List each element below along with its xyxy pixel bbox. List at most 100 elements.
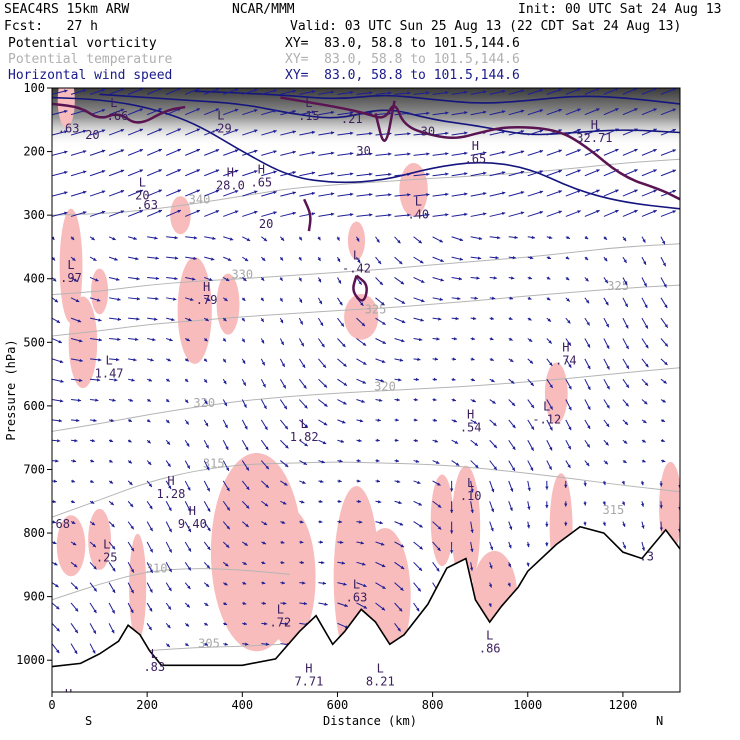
wind-vector-head — [90, 479, 94, 483]
wind-vector-head — [464, 172, 468, 176]
wind-vector-head — [587, 406, 591, 410]
wind-vector-head — [292, 211, 296, 215]
wind-vector-head — [587, 365, 591, 370]
wind-vector-head — [149, 505, 153, 510]
wind-vector-head — [530, 426, 534, 430]
wind-vector-head — [526, 543, 530, 548]
wind-vector-head — [692, 190, 695, 193]
wind-vector-head — [120, 210, 125, 214]
wind-vector-head — [470, 548, 474, 553]
wind-vector-head — [168, 485, 172, 489]
wind-vector-head — [653, 189, 657, 193]
wind-vector-head — [643, 419, 647, 423]
wind-vector-head — [634, 128, 638, 132]
wind-vector-head — [634, 148, 638, 152]
theta-contour — [52, 158, 680, 216]
wind-vector-head — [299, 321, 303, 325]
wind-vector-head — [577, 189, 581, 193]
wind-vector-head — [357, 259, 361, 264]
field-theta-name: Potential temperature — [8, 52, 173, 67]
extremum-value: .3 — [639, 549, 653, 563]
wind-vector-head — [641, 547, 646, 551]
extremum-value: .29 — [210, 122, 232, 136]
pv-shaded-region — [129, 533, 147, 641]
extremum-value: .03 — [58, 700, 80, 714]
extremum-value: 1.28 — [156, 487, 185, 501]
wind-vector-head — [177, 148, 181, 152]
wind-vector-head — [203, 379, 208, 383]
extremum-marker: L — [486, 629, 493, 643]
wind-vector-head — [558, 210, 562, 214]
wind-vector-head — [128, 439, 132, 443]
wind-vector-head — [464, 151, 468, 156]
wind-vector-head — [205, 422, 209, 427]
wind-vector-head — [322, 364, 326, 368]
wind-vector-head — [357, 479, 361, 483]
wind-vector-head — [653, 108, 657, 112]
wind-vector-head — [131, 378, 135, 382]
wind-vector-head — [260, 297, 264, 302]
wind-vector-head — [71, 499, 75, 504]
wind-vector-head — [501, 89, 506, 94]
wind-vector-head — [350, 131, 354, 135]
wind-vector-head — [262, 541, 267, 545]
wind-vector-head — [311, 110, 316, 114]
wind-vector-head — [509, 296, 514, 300]
y-tick-label: 700 — [23, 462, 45, 476]
wind-vector-head — [400, 565, 405, 570]
wind-vector-head — [604, 460, 608, 465]
wind-vector-head — [539, 149, 544, 154]
wind-vector-head — [369, 192, 373, 197]
wind-vector-head — [395, 438, 399, 442]
wind-vector-head — [437, 526, 442, 530]
wind-vector-head — [684, 322, 687, 325]
wind-vector-head — [606, 366, 610, 370]
potential-vorticity-contour — [280, 96, 680, 201]
wind-vector-head — [281, 363, 285, 367]
wind-vector-head — [622, 237, 627, 242]
wind-vector-head — [512, 446, 516, 450]
wind-vector-head — [558, 108, 562, 112]
wind-vector-head — [407, 132, 411, 136]
wind-vector-head — [457, 296, 461, 301]
wind-vector-head — [644, 382, 649, 386]
wind-vector-head — [587, 386, 591, 390]
wind-vector-head — [111, 610, 115, 614]
wind-vector-head — [241, 297, 246, 301]
wind-vector-head — [226, 507, 230, 511]
wind-vector-head — [493, 276, 497, 280]
extremum-value: -.42 — [342, 261, 371, 275]
wind-vector-head — [376, 438, 380, 443]
wind-vector-head — [530, 404, 535, 409]
extremum-marker: H — [467, 407, 474, 421]
wind-vector-head — [56, 628, 60, 632]
wind-vector-head — [458, 277, 463, 281]
theta-contour-label: 330 — [231, 268, 253, 282]
wind-vector-head — [320, 322, 324, 326]
wind-vector-head — [311, 171, 316, 175]
wind-vector-head — [662, 399, 666, 403]
wind-vector-head — [265, 446, 269, 450]
wind-vector-head — [356, 238, 360, 242]
wind-vector-head — [531, 235, 535, 240]
wind-vector-head — [398, 500, 402, 505]
wind-vector-head — [606, 345, 610, 349]
wind-vector-head — [55, 606, 60, 610]
wind-vector-head — [111, 545, 116, 550]
extremum-value: -.94 — [290, 692, 319, 706]
wind-vector-head — [292, 130, 296, 134]
wind-vector-head — [471, 357, 475, 361]
wind-vector-head — [215, 210, 220, 214]
wind-vector-head — [558, 169, 562, 173]
wind-vector-head — [664, 343, 668, 347]
extremum-marker: L — [67, 258, 74, 272]
wind-vector-head — [350, 172, 354, 176]
wind-vector-head — [508, 544, 512, 549]
wind-vector-head — [101, 190, 106, 194]
wind-vector-head — [453, 419, 457, 423]
wind-vector-head — [420, 318, 424, 322]
extremum-value: 1.47 — [95, 366, 124, 380]
extremum-value: 30 — [421, 125, 435, 139]
wind-vector-head — [52, 278, 57, 282]
wind-vector-head — [139, 108, 143, 112]
